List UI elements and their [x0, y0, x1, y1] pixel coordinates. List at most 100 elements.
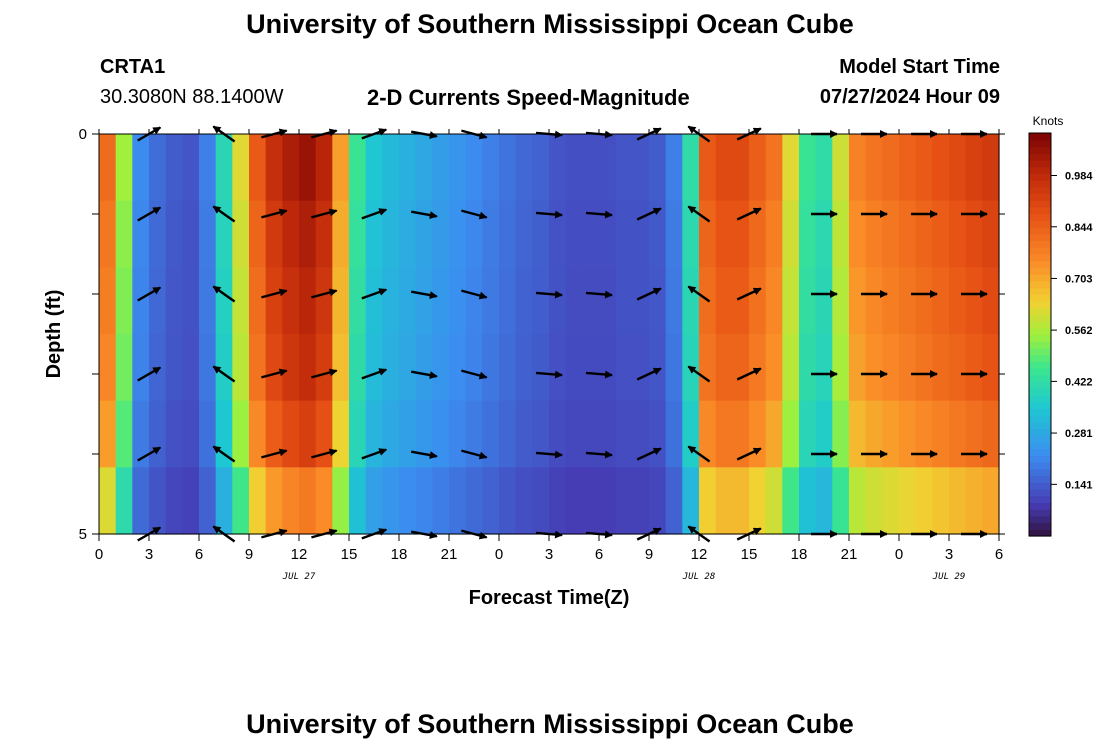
heatmap-cell [349, 134, 367, 202]
heatmap-cell [432, 200, 450, 268]
current-vector [585, 450, 613, 459]
colorbar-segment [1029, 529, 1051, 537]
heatmap-cell [982, 467, 1000, 535]
heatmap-cell [699, 200, 717, 268]
heatmap-cell [265, 334, 283, 402]
heatmap-cell [899, 467, 917, 535]
heatmap-cell [815, 200, 833, 268]
colorbar-segment [1029, 421, 1051, 430]
heatmap-cell [649, 467, 667, 535]
x-tick-label: 15 [341, 546, 358, 563]
heatmap-cell [765, 200, 783, 268]
heatmap-cell [615, 334, 633, 402]
heatmap-cell [215, 134, 233, 202]
heatmap-cell [249, 334, 267, 402]
heatmap-cell [682, 134, 700, 202]
date-label: JUL 29 [932, 572, 966, 582]
heatmap-cell [299, 200, 317, 268]
heatmap-cell [549, 334, 567, 402]
colorbar-segment [1029, 468, 1051, 477]
heatmap-cell [982, 334, 1000, 402]
colorbar-segment [1029, 193, 1051, 201]
heatmap-cell [799, 467, 817, 535]
heatmap-cell [115, 134, 133, 202]
heatmap-cell [732, 400, 750, 468]
heatmap-cell [282, 134, 300, 202]
heatmap-cell [315, 467, 333, 535]
colorbar-segment [1029, 488, 1051, 497]
heatmap-cell [949, 467, 967, 535]
y-axis: 05 [79, 126, 1005, 543]
heatmap-cell [749, 134, 767, 202]
page-title: University of Southern Mississippi Ocean… [246, 9, 854, 39]
colorbar-title: Knots [1033, 114, 1064, 128]
colorbar-segment [1029, 287, 1051, 295]
heatmap-cell [299, 334, 317, 402]
heatmap-cell [382, 200, 400, 268]
heatmap-cell [265, 200, 283, 268]
heatmap-cell [365, 134, 383, 202]
heatmap-cell [499, 400, 517, 468]
heatmap-cell [299, 400, 317, 468]
heatmap-cell [915, 400, 933, 468]
x-axis-label: Forecast Time(Z) [469, 587, 630, 609]
heatmap-cell [849, 200, 867, 268]
heatmap-cell [182, 134, 200, 202]
heatmap-cell [882, 200, 900, 268]
heatmap-cell [399, 134, 417, 202]
colorbar-segment [1029, 482, 1051, 490]
heatmap-cell [149, 400, 167, 468]
current-vector [535, 450, 563, 459]
heatmap-cell [199, 334, 217, 402]
current-vector [461, 209, 488, 220]
heatmap-cell [982, 200, 1000, 268]
colorbar-segment [1029, 153, 1051, 161]
heatmap-cell [765, 334, 783, 402]
heatmap-cell [515, 334, 533, 402]
heatmap-cell [749, 400, 767, 468]
heatmap-cell [582, 400, 600, 468]
heatmap-cell [215, 467, 233, 535]
heatmap-cell [515, 200, 533, 268]
colorbar-segment [1029, 294, 1051, 302]
heatmap-cell [115, 267, 133, 335]
heatmap-cell [332, 334, 350, 402]
colorbar-tick-label: 0.844 [1065, 222, 1093, 234]
heatmap-cell [165, 467, 183, 535]
current-vector [410, 290, 438, 299]
colorbar-segment [1029, 502, 1051, 510]
colorbar-segment [1029, 475, 1051, 483]
heatmap-cell [715, 400, 733, 468]
heatmap-cell [849, 134, 867, 202]
heatmap-cell [782, 200, 800, 268]
heatmap-cell [249, 400, 267, 468]
heatmap-cell [232, 467, 250, 535]
heatmap-cell [532, 334, 550, 402]
heatmap-cell [565, 334, 583, 402]
heatmap-cell [615, 134, 633, 202]
heatmap-cell [599, 267, 617, 335]
heatmap-cell [282, 267, 300, 335]
heatmap-cell [265, 400, 283, 468]
heatmap-cell [199, 267, 217, 335]
heatmap-cell [499, 200, 517, 268]
colorbar-segment [1029, 139, 1051, 148]
current-vector [585, 210, 613, 219]
current-vector [535, 370, 563, 379]
heatmap-cell [415, 400, 433, 468]
heatmap-cell [965, 334, 983, 402]
heatmap-cell [799, 334, 817, 402]
heatmap-cell [382, 267, 400, 335]
heatmap-cell [982, 134, 1000, 202]
heatmap-cell [115, 200, 133, 268]
current-vector [361, 288, 388, 300]
current-vector [212, 445, 236, 463]
heatmap-cell [765, 400, 783, 468]
heatmap-cell [515, 134, 533, 202]
heatmap-cell [482, 267, 500, 335]
heatmap-cell [915, 134, 933, 202]
heatmap-cell [632, 267, 650, 335]
heatmap-cell [449, 467, 467, 535]
colorbar-segment [1029, 206, 1051, 215]
heatmap-cell [199, 200, 217, 268]
